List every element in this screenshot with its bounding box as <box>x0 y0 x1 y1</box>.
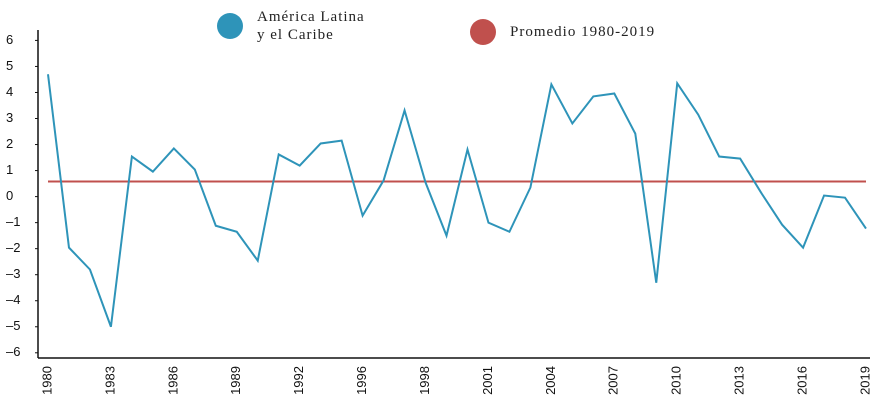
x-tick-label: 2019 <box>857 366 872 395</box>
y-tick-label: –5 <box>6 318 20 333</box>
y-tick-label: –4 <box>6 292 20 307</box>
y-tick-label: 4 <box>6 84 13 99</box>
x-tick-label: 2016 <box>795 366 810 395</box>
y-tick-label: 0 <box>6 188 13 203</box>
y-tick-label: –6 <box>6 344 20 359</box>
legend-item: Promedio 1980-2019 <box>470 19 655 45</box>
x-tick-label: 1996 <box>354 366 369 395</box>
legend-swatch <box>217 13 243 39</box>
legend-label: Promedio 1980-2019 <box>510 23 656 40</box>
x-tick-label: 2001 <box>480 366 495 395</box>
legend-swatch <box>470 19 496 45</box>
x-tick-label: 1980 <box>39 366 54 395</box>
x-tick-label: 2010 <box>669 366 684 395</box>
x-tick-label: 1989 <box>228 366 243 395</box>
x-tick-label: 1998 <box>417 366 432 395</box>
y-tick-label: 2 <box>6 136 13 151</box>
y-tick-label: –2 <box>6 240 20 255</box>
x-tick-label: 1983 <box>102 366 117 395</box>
x-tick-label: 2007 <box>606 366 621 395</box>
y-tick-label: –1 <box>6 214 20 229</box>
x-tick-label: 1992 <box>291 366 306 395</box>
y-tick-label: 3 <box>6 110 13 125</box>
y-tick-label: 6 <box>6 32 13 47</box>
x-tick-label: 2004 <box>543 366 558 395</box>
legend-label: América Latina y el Caribe <box>257 9 365 43</box>
y-tick-label: –3 <box>6 266 20 281</box>
x-tick-label: 2013 <box>732 366 747 395</box>
y-tick-label: 5 <box>6 58 13 73</box>
x-tick-label: 1986 <box>165 366 180 395</box>
series-line <box>47 74 867 328</box>
y-tick-label: 1 <box>6 162 13 177</box>
legend-item: América Latina y el Caribe <box>217 8 417 44</box>
